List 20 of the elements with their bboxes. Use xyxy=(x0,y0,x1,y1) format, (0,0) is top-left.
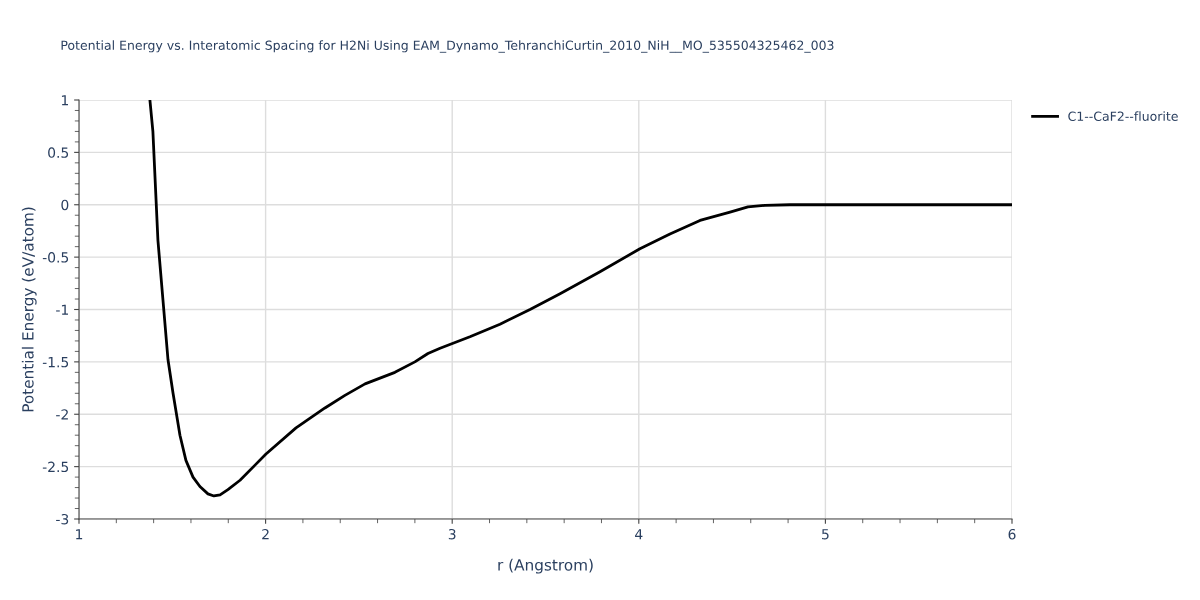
x-tick-label: 3 xyxy=(448,528,456,540)
chart-title: Potential Energy vs. Interatomic Spacing for H2Ni Using EAM_Dynamo_TehranchiCurtin_2010_NiH__MO_535504325462_003 xyxy=(61,40,834,53)
x-tick-label: 4 xyxy=(635,529,643,540)
y-tick-label: -3 xyxy=(56,513,69,525)
x-axis-title: r (Angstrom) xyxy=(498,558,593,574)
x-tick-label: 1 xyxy=(76,529,83,540)
x-tick-label: 5 xyxy=(822,529,829,540)
y-tick-label: -2.5 xyxy=(42,461,69,473)
y-tick-label: -1 xyxy=(56,304,68,315)
y-tick-label: 0 xyxy=(61,199,69,211)
legend-label: C1--CaF2--fluorite xyxy=(1068,111,1178,121)
y-axis-title: Potential Energy (eV/atom) xyxy=(21,207,37,412)
x-tick-label: 2 xyxy=(262,528,269,540)
line-series xyxy=(148,100,1012,498)
x-tick-label: 6 xyxy=(1008,528,1016,540)
y-tick-label: -2 xyxy=(56,409,68,420)
y-tick-label: -0.5 xyxy=(42,252,69,263)
y-tick-label: -1.5 xyxy=(42,357,69,368)
y-tick-label: 1 xyxy=(61,95,68,106)
y-tick-label: 0.5 xyxy=(48,147,69,158)
